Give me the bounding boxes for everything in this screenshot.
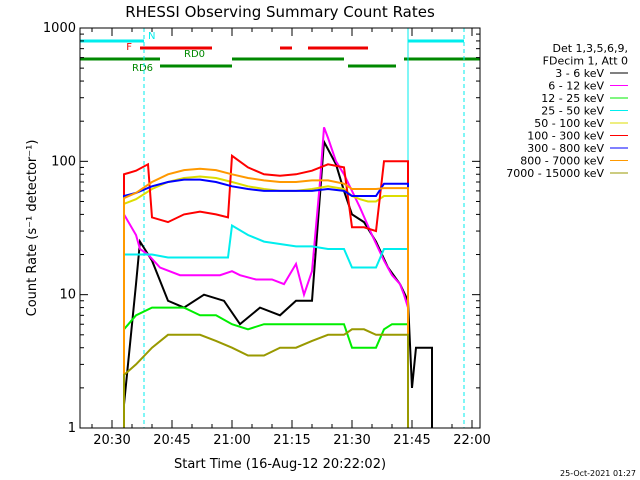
x-axis-ticks: 20:30 20:45 21:00 21:15 21:30 21:45 22:00	[91, 28, 491, 448]
series-6-12-kev	[123, 126, 409, 428]
flag-rd6-label: RD6	[132, 63, 153, 74]
y-tick-label: 1	[68, 421, 76, 436]
x-tick-label: 20:45	[153, 433, 190, 448]
y-tick-label: 1000	[43, 21, 76, 36]
legend-label-100-300-kev: 100 - 300 keV	[527, 130, 604, 143]
plot-frame	[79, 27, 481, 429]
series-50-100-kev	[123, 175, 409, 428]
legend-label-6-12-kev: 6 - 12 keV	[548, 80, 604, 93]
series-800-7000-kev	[123, 167, 409, 428]
x-tick-label: 21:45	[393, 433, 430, 448]
flag-f-label: F	[126, 42, 132, 53]
series-25-50-kev	[123, 223, 409, 428]
legend-label-800-7000-kev: 800 - 7000 keV	[520, 155, 604, 168]
legend-label-50-100-kev: 50 - 100 keV	[534, 117, 604, 130]
series-300-800-kev	[123, 178, 409, 428]
x-tick-label: 22:00	[453, 433, 490, 448]
chart-title: RHESSI Observing Summary Count Rates	[125, 3, 435, 21]
legend-label-25-50-kev: 25 - 50 keV	[541, 105, 604, 118]
x-tick-label: 20:30	[93, 433, 130, 448]
legend-header: FDecim 1, Att 0	[543, 55, 628, 68]
legend: Det 1,3,5,6,9,FDecim 1, Att 03 - 6 keV6 …	[506, 42, 628, 180]
plot-series	[123, 126, 433, 428]
x-axis-label: Start Time (16-Aug-12 20:22:02)	[174, 457, 386, 472]
y-axis-label: Count Rate (s⁻¹ detector⁻¹)	[25, 140, 40, 317]
timestamp: 25-Oct-2021 01:27	[560, 469, 636, 478]
x-tick-label: 21:15	[273, 433, 310, 448]
legend-label-7000-15000-kev: 7000 - 15000 keV	[506, 167, 604, 180]
flag-n-label: N	[148, 31, 155, 42]
series-3-6-kev	[123, 138, 433, 428]
series-7000-15000-kev	[123, 328, 409, 428]
legend-label-12-25-kev: 12 - 25 keV	[541, 92, 604, 105]
y-tick-label: 10	[59, 288, 76, 303]
series-100-300-kev	[123, 153, 409, 428]
y-axis-ticks: 1 10 100 1000	[43, 21, 480, 436]
series-12-25-kev	[123, 306, 409, 428]
legend-label-300-800-kev: 300 - 800 keV	[527, 142, 604, 155]
flag-bars: N F RD0 RD6	[80, 31, 480, 74]
flag-rd0-label: RD0	[184, 49, 205, 60]
y-tick-label: 100	[51, 154, 76, 169]
legend-label-3-6-kev: 3 - 6 keV	[555, 67, 604, 80]
vertical-markers	[79, 28, 465, 428]
legend-header: Det 1,3,5,6,9,	[552, 42, 628, 55]
x-tick-label: 21:00	[213, 433, 250, 448]
x-tick-label: 21:30	[333, 433, 370, 448]
